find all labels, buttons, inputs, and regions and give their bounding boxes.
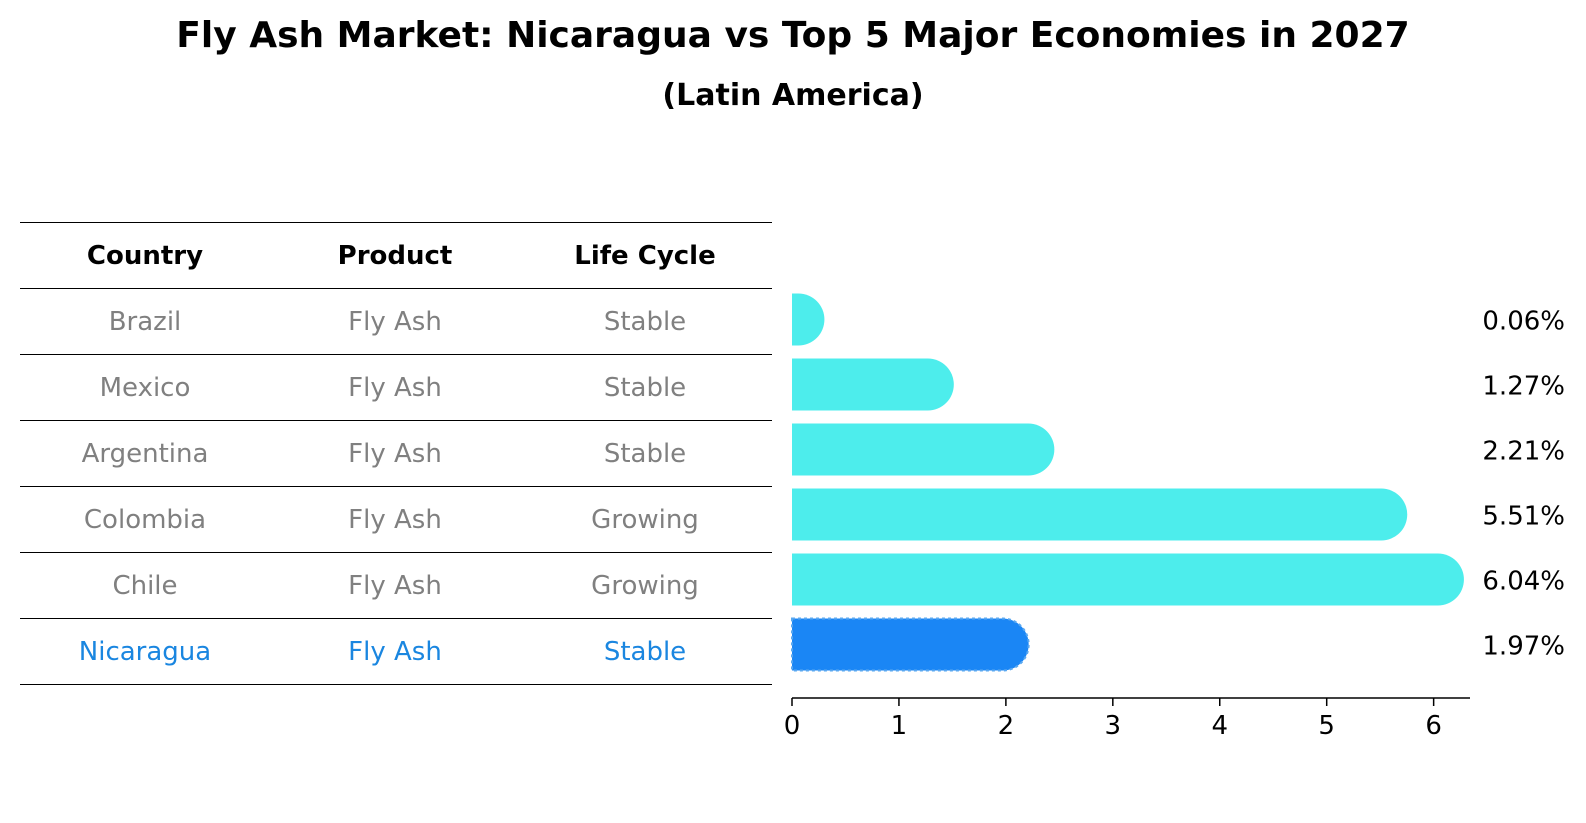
data-table: Country Product Life Cycle Brazil Fly As… bbox=[20, 222, 772, 685]
x-tick-label: 2 bbox=[998, 711, 1015, 741]
header-life-cycle: Life Cycle bbox=[574, 240, 716, 271]
life-cycle-cell: Growing bbox=[591, 504, 699, 535]
chart-title: Fly Ash Market: Nicaragua vs Top 5 Major… bbox=[176, 15, 1410, 56]
value-label: 1.27% bbox=[1482, 372, 1565, 402]
country-cell: Argentina bbox=[81, 438, 209, 469]
product-cell: Fly Ash bbox=[348, 306, 442, 337]
chart-subtitle: (Latin America) bbox=[662, 78, 924, 113]
x-tick-label: 3 bbox=[1105, 711, 1122, 741]
table-row: Colombia Fly Ash Growing bbox=[20, 487, 772, 553]
value-label: 2.21% bbox=[1482, 437, 1565, 467]
value-label: 0.06% bbox=[1482, 307, 1565, 337]
bar bbox=[792, 358, 954, 411]
value-label: 6.04% bbox=[1482, 567, 1565, 597]
bar-highlight bbox=[791, 617, 1030, 672]
table-row: Brazil Fly Ash Stable bbox=[20, 289, 772, 355]
value-label: 5.51% bbox=[1482, 502, 1565, 532]
x-tick-label: 0 bbox=[784, 711, 801, 741]
bar bbox=[792, 488, 1408, 541]
header-country: Country bbox=[86, 240, 204, 271]
bar bbox=[792, 293, 825, 346]
country-cell: Mexico bbox=[99, 372, 191, 403]
x-tick-label: 6 bbox=[1425, 711, 1442, 741]
product-cell: Fly Ash bbox=[348, 504, 442, 535]
value-label: 1.97% bbox=[1482, 632, 1565, 662]
country-cell: Brazil bbox=[108, 306, 182, 337]
life-cycle-cell: Stable bbox=[603, 306, 687, 337]
product-cell: Fly Ash bbox=[348, 372, 442, 403]
x-tick-label: 1 bbox=[891, 711, 908, 741]
product-cell: Fly Ash bbox=[348, 570, 442, 601]
x-tick-label: 4 bbox=[1211, 711, 1228, 741]
country-cell: Colombia bbox=[83, 504, 207, 535]
header-product: Product bbox=[337, 240, 453, 271]
table-row: Mexico Fly Ash Stable bbox=[20, 355, 772, 421]
bar bbox=[792, 423, 1055, 476]
life-cycle-cell: Stable bbox=[603, 636, 687, 667]
bar bbox=[792, 553, 1464, 606]
country-cell: Chile bbox=[112, 570, 178, 601]
x-tick-label: 5 bbox=[1318, 711, 1335, 741]
table-row: Chile Fly Ash Growing bbox=[20, 553, 772, 619]
life-cycle-cell: Stable bbox=[603, 438, 687, 469]
table-header-row: Country Product Life Cycle bbox=[20, 223, 772, 289]
table-row: Argentina Fly Ash Stable bbox=[20, 421, 772, 487]
product-cell: Fly Ash bbox=[348, 438, 442, 469]
life-cycle-cell: Stable bbox=[603, 372, 687, 403]
table-row-highlight: Nicaragua Fly Ash Stable bbox=[20, 619, 772, 685]
product-cell: Fly Ash bbox=[348, 636, 442, 667]
country-cell: Nicaragua bbox=[78, 636, 212, 667]
life-cycle-cell: Growing bbox=[591, 570, 699, 601]
